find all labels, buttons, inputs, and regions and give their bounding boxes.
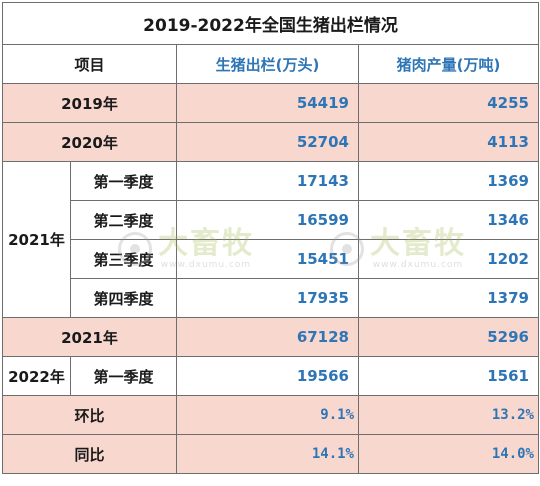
hog-output-value: 54419	[176, 83, 359, 123]
quarter-label: 第四季度	[70, 278, 177, 318]
year-group-label: 2021年	[2, 161, 71, 318]
row-label: 2019年	[2, 83, 177, 123]
title-row: 2019-2022年全国生猪出栏情况	[2, 2, 539, 45]
pork-production-value: 13.2%	[358, 395, 539, 435]
pork-production-value: 4255	[358, 83, 539, 123]
pork-production-value: 5296	[358, 317, 539, 357]
row-label: 2020年	[2, 122, 177, 162]
header-row: 项目 生猪出栏(万头) 猪肉产量(万吨)	[2, 44, 539, 84]
pork-production-value: 1346	[358, 200, 539, 240]
table-row: 2020年 52704 4113	[2, 122, 539, 162]
pork-production-value: 1561	[358, 356, 539, 396]
header-pork-production: 猪肉产量(万吨)	[358, 44, 539, 84]
hog-output-value: 17143	[176, 161, 359, 201]
quarter-label: 第二季度	[70, 200, 177, 240]
header-hog-output: 生猪出栏(万头)	[176, 44, 359, 84]
hog-output-value: 67128	[176, 317, 359, 357]
table-title: 2019-2022年全国生猪出栏情况	[2, 2, 539, 45]
pork-production-value: 1369	[358, 161, 539, 201]
quarter-label: 第一季度	[70, 356, 177, 396]
quarter-label: 第一季度	[70, 161, 177, 201]
table-row: 2022年 第一季度 19566 1561	[2, 356, 539, 396]
table-row: 第三季度 15451 1202	[3, 239, 539, 279]
table-row: 环比 9.1% 13.2%	[2, 395, 539, 435]
row-label: 2021年	[2, 317, 177, 357]
hog-output-value: 9.1%	[176, 395, 359, 435]
hog-output-value: 16599	[176, 200, 359, 240]
hog-output-value: 52704	[176, 122, 359, 162]
pork-production-value: 1202	[358, 239, 539, 279]
hog-output-value: 14.1%	[176, 434, 359, 474]
row-label: 环比	[2, 395, 177, 435]
table-row: 2019年 54419 4255	[2, 83, 539, 123]
year-group-label: 2022年	[2, 356, 71, 396]
table-row: 第二季度 16599 1346	[3, 200, 539, 240]
pig-slaughter-table: 2019-2022年全国生猪出栏情况 项目 生猪出栏(万头) 猪肉产量(万吨) …	[2, 2, 539, 474]
table-row: 2021年 第一季度 17143 1369	[2, 161, 539, 318]
row-label: 同比	[2, 434, 177, 474]
hog-output-value: 15451	[176, 239, 359, 279]
pork-production-value: 1379	[358, 278, 539, 318]
pork-production-value: 14.0%	[358, 434, 539, 474]
quarter-label: 第三季度	[70, 239, 177, 279]
table-row: 2021年 67128 5296	[2, 317, 539, 357]
pork-production-value: 4113	[358, 122, 539, 162]
table-row: 第四季度 17935 1379	[3, 278, 539, 318]
hog-output-value: 17935	[176, 278, 359, 318]
header-item: 项目	[2, 44, 177, 84]
hog-output-value: 19566	[176, 356, 359, 396]
table-row: 同比 14.1% 14.0%	[2, 434, 539, 474]
